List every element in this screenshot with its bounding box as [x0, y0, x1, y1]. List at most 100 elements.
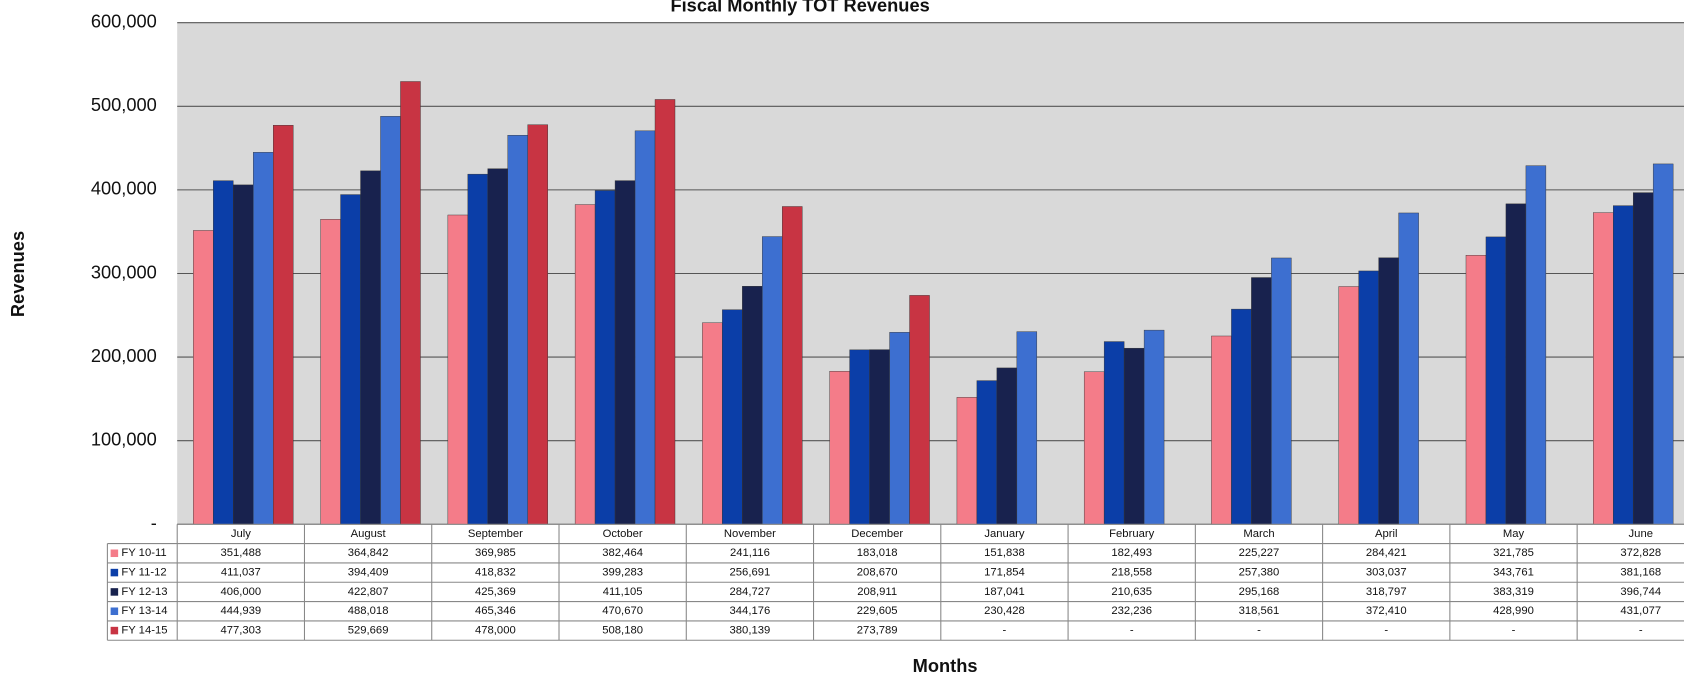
y-tick-label: 300,000 — [91, 261, 157, 282]
table-cell: 182,493 — [1111, 547, 1152, 559]
bar — [996, 367, 1018, 525]
table-cell: 187,041 — [984, 586, 1025, 598]
bar — [1016, 331, 1038, 525]
legend-label: FY 12-13 — [121, 586, 167, 598]
table-cell: 208,670 — [857, 567, 898, 579]
table-cell: 210,635 — [1111, 586, 1152, 598]
x-tick-label: May — [1503, 528, 1525, 540]
bar — [1123, 347, 1145, 525]
table-cell: 344,176 — [730, 605, 771, 617]
table-cell: - — [1130, 625, 1134, 637]
table-cell: 241,116 — [730, 547, 770, 559]
table-cell: 411,105 — [603, 586, 643, 598]
table-cell: 488,018 — [348, 605, 389, 617]
table-cell: 284,727 — [730, 586, 771, 598]
bar — [574, 204, 596, 525]
table-cell: 431,077 — [1620, 605, 1661, 617]
x-tick-label: March — [1243, 528, 1274, 540]
x-tick-label: June — [1629, 528, 1653, 540]
table-cell: 444,939 — [220, 605, 261, 617]
legend-swatch — [110, 626, 119, 635]
table-cell: 422,807 — [348, 586, 389, 598]
x-tick-label: July — [231, 528, 251, 540]
table-cell: 411,037 — [221, 567, 261, 579]
table-cell: 273,789 — [857, 625, 898, 637]
bar — [654, 99, 676, 525]
bar — [1398, 212, 1419, 525]
bar — [1505, 203, 1527, 525]
bar — [447, 214, 469, 525]
bar — [1271, 257, 1292, 525]
bar — [976, 380, 998, 525]
table-cell: - — [1512, 625, 1516, 637]
bar — [722, 309, 743, 525]
x-tick-label: August — [351, 528, 387, 540]
legend-swatch — [110, 607, 119, 616]
bar — [1632, 192, 1654, 525]
table-cell: 372,828 — [1620, 547, 1661, 559]
table-cell: 318,797 — [1366, 586, 1407, 598]
table-cell: 465,346 — [475, 605, 516, 617]
bar — [634, 130, 656, 525]
bar — [1338, 286, 1359, 525]
x-tick-label: December — [851, 528, 903, 540]
bar — [320, 219, 341, 525]
table-cell: 257,380 — [1239, 567, 1280, 579]
table-cell: 470,670 — [602, 605, 643, 617]
bar — [782, 206, 803, 525]
legend-swatch — [110, 568, 119, 577]
y-tick-label: 100,000 — [91, 428, 157, 449]
bar — [1465, 255, 1487, 525]
bar — [594, 190, 616, 525]
y-tick-label: - — [151, 512, 157, 533]
table-cell: 232,236 — [1111, 605, 1152, 617]
bar — [487, 168, 508, 525]
bar — [1613, 205, 1634, 525]
legend-swatch — [110, 549, 119, 558]
bar — [762, 236, 783, 525]
legend-label: FY 14-15 — [121, 625, 167, 637]
table-cell: 372,410 — [1366, 605, 1407, 617]
bar — [829, 371, 850, 525]
table-cell: 364,842 — [348, 547, 389, 559]
bar — [1083, 371, 1105, 525]
bar — [702, 322, 723, 525]
table-cell: 477,303 — [220, 625, 261, 637]
legend-label: FY 13-14 — [121, 605, 167, 617]
table-cell: 369,985 — [475, 547, 516, 559]
x-axis-label: Months — [913, 655, 978, 676]
table-cell: 394,409 — [348, 567, 389, 579]
table-cell: - — [1257, 625, 1261, 637]
legend-label: FY 11-12 — [121, 567, 166, 579]
table-cell: 351,488 — [220, 547, 261, 559]
table-cell: 508,180 — [602, 625, 643, 637]
table-cell: 406,000 — [220, 586, 261, 598]
bar — [909, 295, 930, 525]
bar — [1593, 212, 1614, 525]
bar — [1378, 257, 1399, 525]
bar — [273, 125, 294, 525]
bar — [527, 124, 548, 525]
table-cell: 343,761 — [1493, 567, 1534, 579]
bar — [1525, 165, 1547, 525]
bar — [889, 332, 910, 525]
table-cell: 295,168 — [1239, 586, 1280, 598]
bar — [1103, 341, 1125, 525]
table-cell: 425,369 — [475, 586, 516, 598]
x-tick-label: January — [984, 528, 1024, 540]
table-cell: - — [1384, 625, 1388, 637]
table-cell: 303,037 — [1366, 567, 1407, 579]
bar — [400, 81, 421, 525]
bar — [193, 230, 214, 525]
table-cell: 208,911 — [857, 586, 897, 598]
bar — [340, 194, 361, 525]
bar — [742, 286, 763, 525]
table-cell: - — [1639, 625, 1643, 637]
table-cell: 151,838 — [984, 547, 1025, 559]
table-cell: 284,421 — [1366, 547, 1407, 559]
table-cell: 399,283 — [602, 567, 643, 579]
table-cell: 318,561 — [1239, 605, 1280, 617]
y-tick-label: 200,000 — [91, 345, 157, 366]
y-tick-label: 500,000 — [91, 94, 157, 115]
